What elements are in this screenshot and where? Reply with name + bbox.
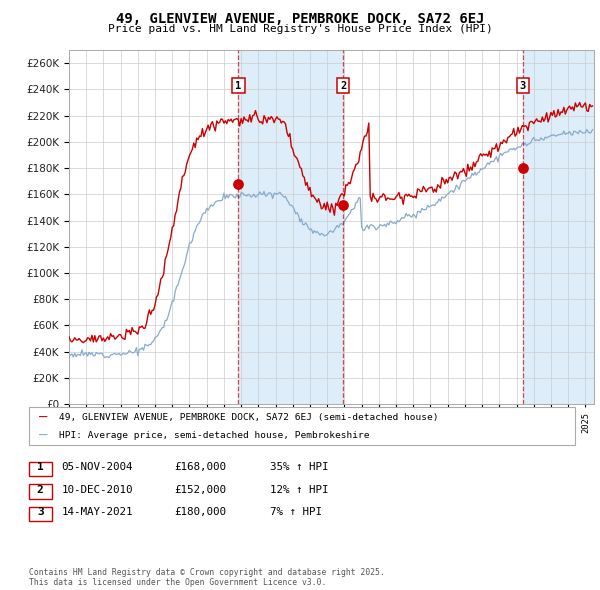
- Bar: [523, 50, 594, 404]
- Text: 2: 2: [37, 485, 44, 494]
- Text: 35% ↑ HPI: 35% ↑ HPI: [270, 463, 329, 472]
- Point: [518, 163, 528, 173]
- Text: —: —: [39, 429, 47, 443]
- Text: 12% ↑ HPI: 12% ↑ HPI: [270, 485, 329, 494]
- Text: 05-NOV-2004: 05-NOV-2004: [61, 463, 133, 472]
- Text: Contains HM Land Registry data © Crown copyright and database right 2025.
This d: Contains HM Land Registry data © Crown c…: [29, 568, 385, 587]
- Point: [338, 200, 348, 209]
- Text: £152,000: £152,000: [174, 485, 226, 494]
- Text: 3: 3: [37, 507, 44, 517]
- Text: 1: 1: [37, 463, 44, 472]
- Bar: [238, 50, 343, 404]
- Text: 49, GLENVIEW AVENUE, PEMBROKE DOCK, SA72 6EJ (semi-detached house): 49, GLENVIEW AVENUE, PEMBROKE DOCK, SA72…: [59, 414, 438, 422]
- Text: —: —: [39, 411, 47, 425]
- Text: £180,000: £180,000: [174, 507, 226, 517]
- Text: 3: 3: [520, 81, 526, 90]
- Text: HPI: Average price, semi-detached house, Pembrokeshire: HPI: Average price, semi-detached house,…: [59, 431, 370, 440]
- Text: 49, GLENVIEW AVENUE, PEMBROKE DOCK, SA72 6EJ: 49, GLENVIEW AVENUE, PEMBROKE DOCK, SA72…: [116, 12, 484, 26]
- Text: 2: 2: [340, 81, 347, 90]
- Text: 10-DEC-2010: 10-DEC-2010: [61, 485, 133, 494]
- Point: [233, 179, 243, 189]
- Text: 14-MAY-2021: 14-MAY-2021: [61, 507, 133, 517]
- Text: 1: 1: [235, 81, 242, 90]
- Text: 7% ↑ HPI: 7% ↑ HPI: [270, 507, 322, 517]
- Text: Price paid vs. HM Land Registry's House Price Index (HPI): Price paid vs. HM Land Registry's House …: [107, 24, 493, 34]
- Text: £168,000: £168,000: [174, 463, 226, 472]
